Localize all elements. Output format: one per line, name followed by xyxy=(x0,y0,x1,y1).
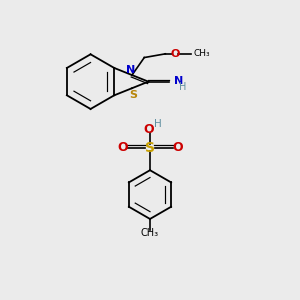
Text: CH₃: CH₃ xyxy=(193,49,210,58)
Text: N: N xyxy=(174,76,184,86)
Text: S: S xyxy=(145,141,155,155)
Text: O: O xyxy=(172,141,183,154)
Text: O: O xyxy=(170,49,180,59)
Text: O: O xyxy=(117,141,128,154)
Text: H: H xyxy=(154,119,162,129)
Text: N: N xyxy=(126,65,135,75)
Text: O: O xyxy=(144,123,154,136)
Text: S: S xyxy=(129,90,137,100)
Text: CH₃: CH₃ xyxy=(141,228,159,238)
Text: H: H xyxy=(178,82,186,92)
